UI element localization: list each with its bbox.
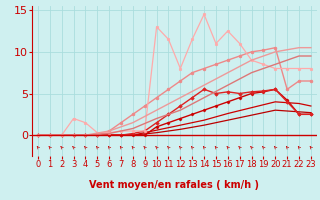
X-axis label: Vent moyen/en rafales ( km/h ): Vent moyen/en rafales ( km/h )	[89, 180, 260, 190]
